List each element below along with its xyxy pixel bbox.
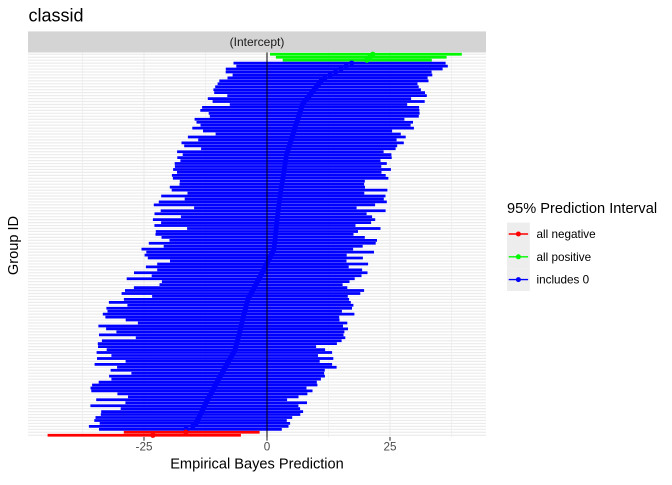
svg-text:-25: -25 xyxy=(136,441,153,454)
svg-text:25: 25 xyxy=(383,441,397,454)
svg-text:Group ID: Group ID xyxy=(6,216,22,275)
svg-text:Empirical Bayes Prediction: Empirical Bayes Prediction xyxy=(170,457,344,473)
svg-text:0: 0 xyxy=(264,441,271,454)
svg-text:classid: classid xyxy=(29,6,84,26)
svg-text:(Intercept): (Intercept) xyxy=(230,35,285,49)
svg-text:includes 0: includes 0 xyxy=(537,274,590,287)
svg-text:all negative: all negative xyxy=(537,228,596,241)
svg-text:all positive: all positive xyxy=(537,251,592,264)
svg-text:95% Prediction Interval: 95% Prediction Interval xyxy=(507,201,657,217)
